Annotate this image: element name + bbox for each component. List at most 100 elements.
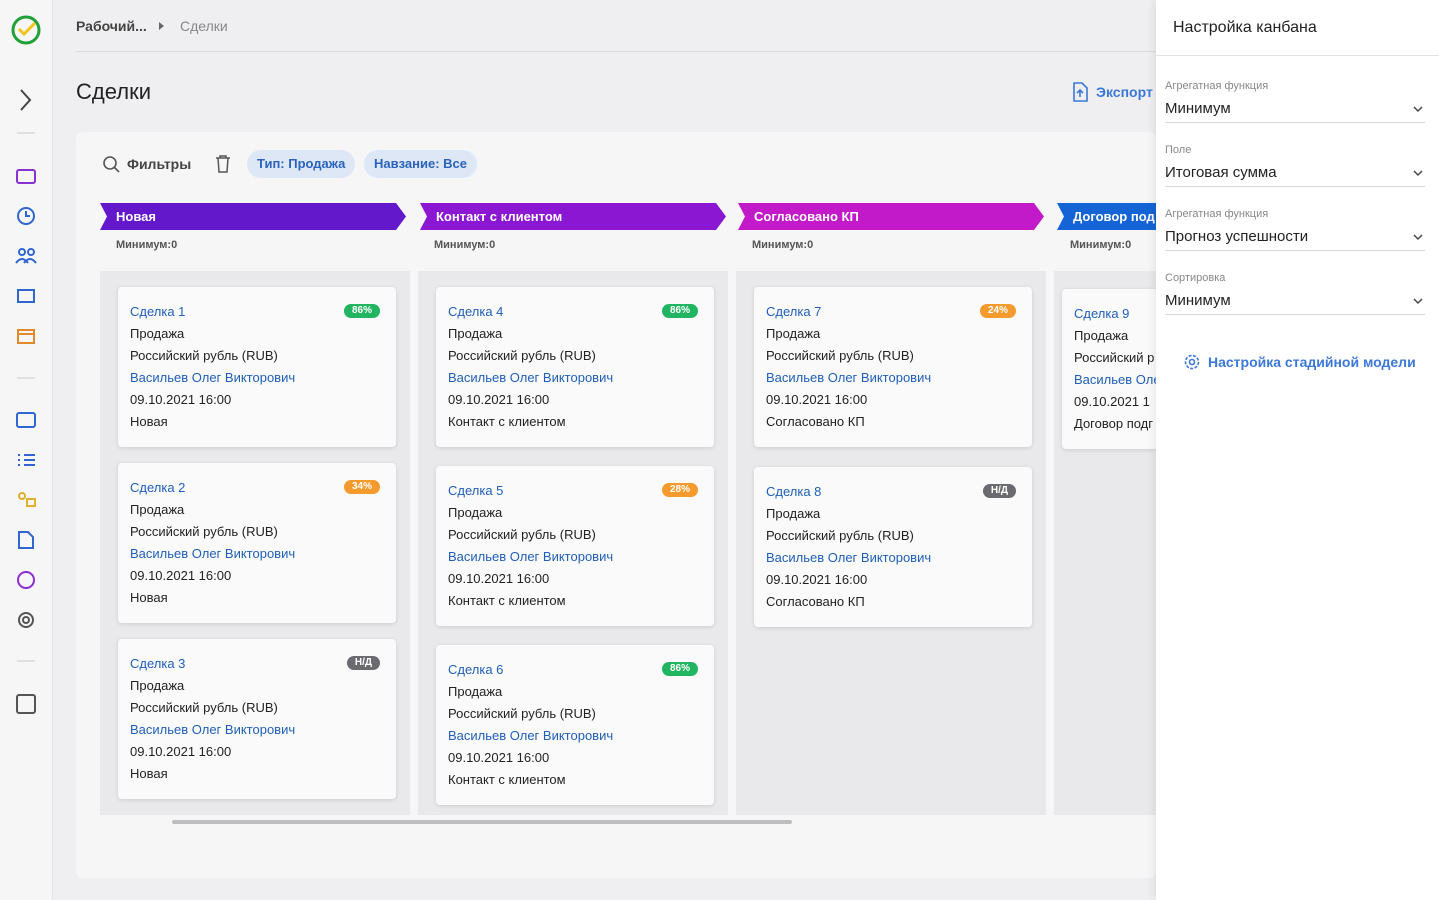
field-label: Агрегатная функция	[1165, 80, 1269, 92]
card-currency: Российский рубль (RUB)	[448, 706, 596, 721]
deal-card[interactable]: Сделка 5 Продажа Российский рубль (RUB) Вас…	[436, 466, 714, 626]
card-stage: Контакт с клиентом	[448, 414, 566, 429]
field-value[interactable]: Итоговая сумма	[1165, 164, 1277, 181]
card-name[interactable]: Сделка 4	[448, 304, 504, 319]
chevron	[1413, 106, 1423, 113]
card-name[interactable]: Сделка 9	[1074, 306, 1130, 321]
stage-aggregate: Минимум:0	[1070, 239, 1132, 251]
card-type: Продажа	[448, 684, 503, 699]
field-label: Сортировка	[1165, 272, 1226, 284]
probability-badge: 86%	[661, 662, 698, 676]
field-underline	[1165, 250, 1425, 251]
card-owner[interactable]: Васильев Олег Викторович	[766, 550, 932, 565]
deal-card[interactable]: Сделка 1 Продажа Российский рубль (RUB) Вас…	[118, 287, 396, 447]
probability-badge: 86%	[343, 304, 380, 318]
filter-chip[interactable]: Навзание: Все	[364, 150, 477, 178]
card-owner[interactable]: Васильев Олег Викторович	[448, 728, 614, 743]
card-date: 09.10.2021 16:00	[766, 392, 868, 407]
card-date: 09.10.2021 16:00	[130, 568, 232, 583]
breadcrumb-item[interactable]: Рабочий...	[76, 18, 147, 34]
card-name[interactable]: Сделка 6	[448, 662, 504, 677]
field-underline	[1165, 314, 1425, 315]
stage-aggregate: Минимум:0	[434, 239, 496, 251]
export-icon	[1073, 82, 1088, 102]
deal-card[interactable]: Сделка 2 Продажа Российский рубль (RUB) Вас…	[118, 463, 396, 623]
deal-card[interactable]: Сделка 7 Продажа Российский рубль (RUB) Вас…	[754, 287, 1032, 447]
stage-aggregate: Минимум:0	[752, 239, 814, 251]
chevron	[1413, 170, 1423, 177]
deal-card[interactable]: Сделка 3 Продажа Российский рубль (RUB) Вас…	[118, 639, 396, 799]
field-value[interactable]: Прогноз успешности	[1165, 228, 1309, 245]
stage-model-link[interactable]: Настройка стадийной модели	[1208, 354, 1416, 370]
deal-card[interactable]: Сделка 8 Продажа Российский рубль (RUB) Вас…	[754, 467, 1032, 627]
sidebar	[0, 0, 53, 900]
card-date: 09.10.2021 16:00	[766, 572, 868, 587]
scrollbar[interactable]	[172, 820, 792, 824]
card-owner[interactable]: Васильев Оле	[1074, 372, 1161, 387]
card-owner[interactable]: Васильев Олег Викторович	[130, 722, 296, 737]
card-date: 09.10.2021 16:00	[448, 750, 550, 765]
card-stage: Согласовано КП	[766, 414, 865, 429]
field-label: Поле	[1165, 144, 1192, 156]
card-name[interactable]: Сделка 8	[766, 484, 822, 499]
stage-header: Контакт с клиентом	[420, 203, 726, 230]
card-currency: Российский рубль (RUB)	[130, 524, 278, 539]
dropdown-chevron[interactable]	[1412, 102, 1424, 114]
card-owner[interactable]: Васильев Олег Викторович	[130, 546, 296, 561]
card-type: Продажа	[766, 506, 821, 521]
card-type: Продажа	[130, 326, 185, 341]
deal-card[interactable]: Сделка 4 Продажа Российский рубль (RUB) Вас…	[436, 287, 714, 447]
card-name[interactable]: Сделка 5	[448, 483, 504, 498]
clear-filters-icon[interactable]	[215, 155, 231, 173]
stage-aggregate: Минимум:0	[116, 239, 178, 251]
panel-title: Настройка канбана	[1173, 19, 1317, 36]
card-type: Продажа	[130, 678, 185, 693]
card-owner[interactable]: Васильев Олег Викторович	[448, 549, 614, 564]
card-name[interactable]: Сделка 7	[766, 304, 822, 319]
card-currency: Российский рубль (RUB)	[130, 348, 278, 363]
stage-header: Новая	[100, 203, 406, 230]
probability-badge: 28%	[661, 483, 698, 497]
sidebar-icons	[11, 15, 41, 714]
breadcrumb-item: Сделки	[180, 18, 228, 34]
probability-badge: 24%	[979, 304, 1016, 318]
probability-badge: 86%	[661, 304, 698, 318]
field-underline	[1165, 186, 1425, 187]
field-label: Агрегатная функция	[1165, 208, 1269, 220]
filter-chip[interactable]: Тип: Продажа	[247, 150, 356, 178]
export-button[interactable]: Экспорт	[1096, 84, 1153, 100]
gear-icon	[1184, 354, 1200, 370]
dropdown-chevron[interactable]	[1412, 230, 1424, 242]
card-currency: Российский рубль (RUB)	[448, 527, 596, 542]
field-underline	[1165, 122, 1425, 123]
card-date: 09.10.2021 16:00	[448, 571, 550, 586]
card-stage: Новая	[130, 590, 168, 605]
card-currency: Российский рубль (RUB)	[766, 348, 914, 363]
field-value[interactable]: Минимум	[1165, 292, 1231, 309]
breadcrumb-separator	[159, 22, 164, 30]
deal-card[interactable]: Сделка 6 Продажа Российский рубль (RUB) Вас…	[436, 645, 714, 805]
card-owner[interactable]: Васильев Олег Викторович	[448, 370, 614, 385]
probability-badge: Н/Д	[982, 484, 1016, 498]
card-date: 09.10.2021 16:00	[130, 392, 232, 407]
divider	[1156, 55, 1439, 56]
card-name[interactable]: Сделка 1	[130, 304, 186, 319]
card-currency: Российский р	[1074, 350, 1155, 365]
card-type: Продажа	[448, 326, 503, 341]
card-type: Продажа	[448, 505, 503, 520]
card-type: Продажа	[766, 326, 821, 341]
filters-button[interactable]: Фильтры	[127, 156, 192, 172]
dropdown-chevron[interactable]	[1412, 166, 1424, 178]
card-owner[interactable]: Васильев Олег Викторович	[766, 370, 932, 385]
field-value[interactable]: Минимум	[1165, 100, 1231, 117]
probability-badge: 34%	[343, 480, 380, 494]
card-stage: Согласовано КП	[766, 594, 865, 609]
card-name[interactable]: Сделка 2	[130, 480, 186, 495]
dropdown-chevron[interactable]	[1412, 294, 1424, 306]
divider	[76, 51, 1156, 52]
card-owner[interactable]: Васильев Олег Викторович	[130, 370, 296, 385]
card-date: 09.10.2021 1	[1074, 394, 1150, 409]
card-name[interactable]: Сделка 3	[130, 656, 186, 671]
card-type: Продажа	[130, 502, 185, 517]
